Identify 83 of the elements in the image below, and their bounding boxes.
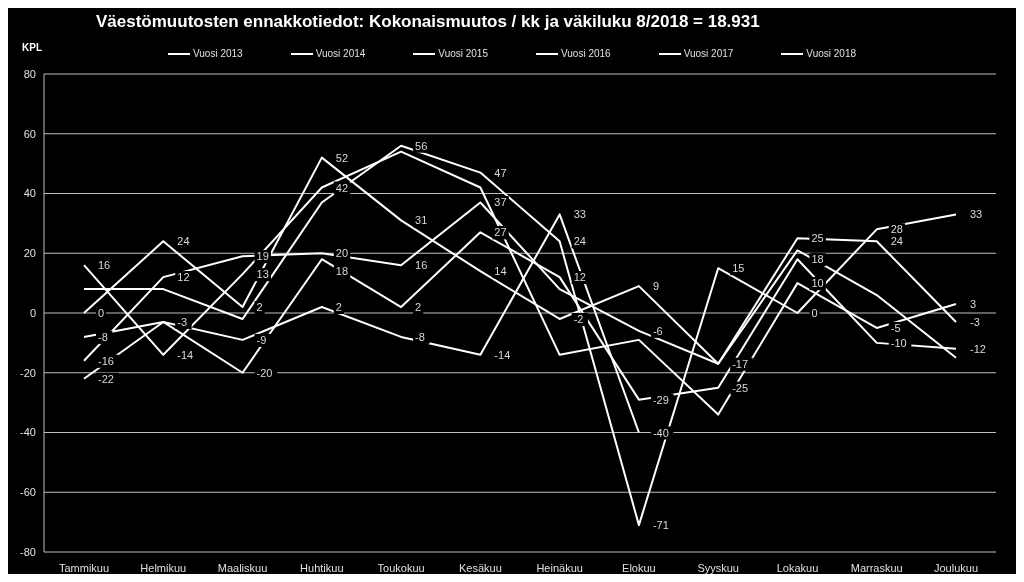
data-label: 25 xyxy=(811,232,824,245)
x-tick-label: Heinäkuu xyxy=(536,562,583,574)
legend-label: Vuosi 2017 xyxy=(682,48,734,59)
data-label: -14 xyxy=(494,348,511,361)
data-label: 31 xyxy=(415,214,428,227)
data-label: 15 xyxy=(732,262,745,275)
data-label: 10 xyxy=(811,277,824,290)
data-label: 47 xyxy=(494,166,507,179)
data-label: 42 xyxy=(335,181,349,194)
data-label: -3 xyxy=(970,315,980,328)
data-label: 16 xyxy=(415,259,428,272)
data-label: 27 xyxy=(494,226,507,239)
data-label: 28 xyxy=(890,223,903,236)
y-tick-label: 0 xyxy=(29,306,36,319)
data-label: 16 xyxy=(98,259,111,272)
data-label: 2 xyxy=(415,301,422,314)
x-tick-label: Marraskuu xyxy=(850,562,903,574)
y-tick-label: -60 xyxy=(20,486,36,499)
data-label: 0 xyxy=(98,307,105,319)
data-label: -6 xyxy=(652,324,663,337)
chart-title: Väestömuutosten ennakkotiedot: Kokonaismuutos / kk ja väkiluku 8/2018 = 18.931 xyxy=(96,12,760,32)
legend-label: Vuosi 2013 xyxy=(192,48,243,59)
y-tick-label: -80 xyxy=(20,545,36,558)
y-tick-label: 80 xyxy=(23,67,36,80)
data-label: 13 xyxy=(256,268,269,281)
x-tick-label: Maaliskuu xyxy=(217,562,268,574)
legend-label: Vuosi 2018 xyxy=(805,48,857,59)
data-label: 24 xyxy=(890,235,903,248)
data-label: -29 xyxy=(652,393,669,406)
data-label: -25 xyxy=(732,381,749,394)
data-label: 14 xyxy=(494,265,507,278)
data-label: -8 xyxy=(415,330,425,343)
x-tick-label: Helmikuu xyxy=(140,562,187,574)
x-tick-label: Toukokuu xyxy=(377,562,425,574)
data-label: 0 xyxy=(811,307,818,319)
legend-label: Vuosi 2016 xyxy=(560,48,611,59)
x-tick-label: Tammikuu xyxy=(58,562,110,574)
data-label: 12 xyxy=(177,271,190,284)
data-label: -9 xyxy=(256,333,267,346)
data-label: 56 xyxy=(415,139,428,152)
data-label: 52 xyxy=(335,151,349,164)
data-label: -71 xyxy=(652,519,669,532)
data-label: 18 xyxy=(811,253,824,266)
data-label: -17 xyxy=(732,357,749,370)
y-tick-label: -20 xyxy=(20,366,36,379)
line-series xyxy=(83,144,957,527)
data-label: 3 xyxy=(970,298,977,311)
x-tick-label: Lokakuu xyxy=(776,562,819,574)
data-label: 2 xyxy=(335,301,342,314)
data-label: -40 xyxy=(652,426,669,439)
x-tick-label: Kesäkuu xyxy=(458,562,502,574)
x-tick-label: Elokuu xyxy=(622,562,656,574)
y-tick-label: 40 xyxy=(23,187,36,200)
data-label: -10 xyxy=(890,336,907,349)
x-tick-label: Syyskuu xyxy=(697,562,739,574)
data-label: -5 xyxy=(890,321,901,334)
y-tick-label: 60 xyxy=(23,127,36,140)
data-label: 18 xyxy=(335,265,349,278)
data-label: 37 xyxy=(494,196,507,209)
legend-label: Vuosi 2015 xyxy=(437,48,488,59)
data-label: -20 xyxy=(256,366,273,379)
data-label: 33 xyxy=(970,208,983,221)
y-tick-label: 20 xyxy=(23,247,36,260)
data-label: -22 xyxy=(98,372,114,385)
legend-label: Vuosi 2014 xyxy=(314,48,366,59)
data-label: -12 xyxy=(970,342,986,355)
data-label: -3 xyxy=(177,315,188,328)
data-label: -2 xyxy=(573,312,584,325)
data-label: 33 xyxy=(573,208,586,221)
data-label: -16 xyxy=(98,354,114,367)
data-label: 12 xyxy=(573,271,586,284)
data-label: -8 xyxy=(98,330,108,343)
data-label: -14 xyxy=(177,348,194,361)
data-label: 2 xyxy=(256,301,263,314)
y-axis-title: KPL xyxy=(22,42,42,53)
y-tick-label: -40 xyxy=(20,426,36,439)
data-label: 20 xyxy=(335,247,349,260)
x-tick-label: Huhtikuu xyxy=(300,562,344,574)
data-label: 19 xyxy=(256,250,269,263)
data-label: 9 xyxy=(652,280,660,293)
data-label: 24 xyxy=(573,235,586,248)
data-label: 24 xyxy=(177,235,190,248)
x-tick-label: Joulukuu xyxy=(933,562,979,574)
